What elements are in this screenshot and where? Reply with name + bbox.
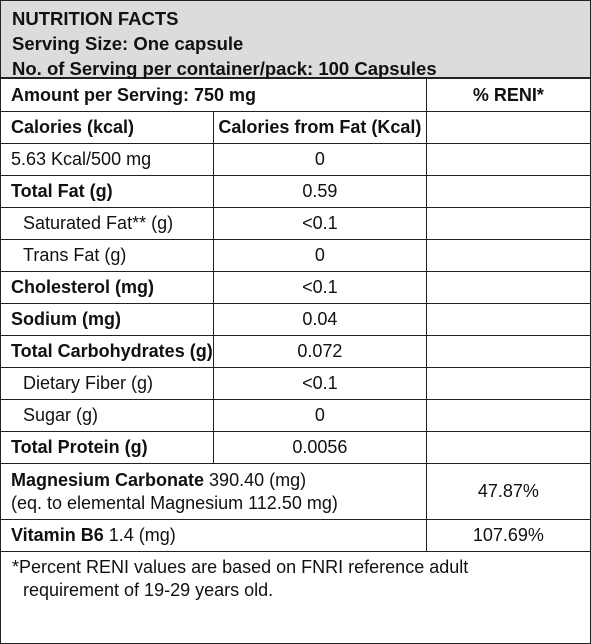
reni-header: % RENI* [425, 78, 590, 112]
magnesium-row: Magnesium Carbonate 390.40 (mg) (eq. to … [1, 463, 590, 520]
nutrient-label: Cholesterol (mg) [1, 271, 215, 304]
nutrient-value: 0 [213, 239, 427, 272]
nutrient-label: Total Protein (g) [1, 431, 215, 464]
nutrient-label: 5.63 Kcal/500 mg [1, 143, 215, 176]
table-row: Total Protein (g) 0.0056 [1, 431, 590, 464]
reni-cell [425, 399, 590, 432]
magnesium-cell: Magnesium Carbonate 390.40 (mg) (eq. to … [1, 463, 427, 520]
nutrient-label: Total Fat (g) [1, 175, 215, 208]
nutrient-label: Total Carbohydrates (g) [1, 335, 215, 368]
reni-cell [425, 431, 590, 464]
table-row: Total Carbohydrates (g) 0.072 [1, 335, 590, 368]
serving-size: Serving Size: One capsule [12, 33, 244, 54]
footnote-line-2: requirement of 19-29 years old. [23, 580, 274, 600]
nutrient-label: Sodium (mg) [1, 303, 215, 336]
amount-per-serving: Amount per Serving: 750 mg [1, 78, 427, 112]
nutrient-value: 0.0056 [213, 431, 427, 464]
magnesium-amount: 390.40 (mg) [204, 469, 307, 490]
nutrition-table: Amount per Serving: 750 mg % RENI* Calor… [1, 78, 590, 614]
nutrient-value: <0.1 [213, 207, 427, 240]
reni-cell [425, 271, 590, 304]
nutrient-value: 0.59 [213, 175, 427, 208]
reni-cell [425, 367, 590, 400]
nutrient-value: 0 [213, 143, 427, 176]
vitamin-amount: 1.4 (mg) [103, 525, 176, 545]
nutrient-value: <0.1 [213, 367, 427, 400]
footnote-row: *Percent RENI values are based on FNRI r… [1, 551, 590, 614]
nutrient-value: 0.04 [213, 303, 427, 336]
calories-header-row: Calories (kcal) Calories from Fat (Kcal) [1, 111, 590, 144]
table-row: Saturated Fat** (g) <0.1 [1, 207, 590, 240]
nutrient-label: Dietary Fiber (g) [1, 367, 215, 400]
vitamin-name: Vitamin B6 [11, 525, 104, 545]
table-header-row: Amount per Serving: 750 mg % RENI* [1, 78, 590, 112]
reni-cell [425, 207, 590, 240]
nutrient-value: <0.1 [213, 271, 427, 304]
table-row: Sodium (mg) 0.04 [1, 303, 590, 336]
vitamin-cell: Vitamin B6 1.4 (mg) [1, 519, 427, 552]
calories-fat-label: Calories from Fat (Kcal) [213, 111, 427, 144]
nutrient-label: Trans Fat (g) [1, 239, 215, 272]
reni-cell [425, 303, 590, 336]
nutrient-label: Saturated Fat** (g) [1, 207, 215, 240]
magnesium-reni: 47.87% [425, 463, 590, 520]
footnote: *Percent RENI values are based on FNRI r… [1, 551, 590, 614]
table-row: Sugar (g) 0 [1, 399, 590, 432]
reni-cell [425, 143, 590, 176]
magnesium-name: Magnesium Carbonate [11, 469, 205, 490]
calories-label: Calories (kcal) [1, 111, 215, 144]
nutrient-value: 0.072 [213, 335, 427, 368]
reni-cell [425, 335, 590, 368]
nutrition-header: NUTRITION FACTS Serving Size: One capsul… [1, 1, 590, 79]
magnesium-equivalent: (eq. to elemental Magnesium 112.50 mg) [11, 492, 338, 513]
table-row: Dietary Fiber (g) <0.1 [1, 367, 590, 400]
table-row: 5.63 Kcal/500 mg 0 [1, 143, 590, 176]
table-row: Total Fat (g) 0.59 [1, 175, 590, 208]
nutrient-label: Sugar (g) [1, 399, 215, 432]
servings-per-container: No. of Serving per container/pack: 100 C… [12, 58, 437, 79]
table-row: Trans Fat (g) 0 [1, 239, 590, 272]
reni-cell [425, 175, 590, 208]
footnote-line-1: *Percent RENI values are based on FNRI r… [12, 557, 469, 577]
reni-cell [425, 111, 590, 144]
table-row: Cholesterol (mg) <0.1 [1, 271, 590, 304]
reni-cell [425, 239, 590, 272]
nutrition-title: NUTRITION FACTS [12, 8, 179, 29]
vitamin-reni: 107.69% [425, 519, 590, 552]
vitamin-row: Vitamin B6 1.4 (mg) 107.69% [1, 519, 590, 552]
nutrient-value: 0 [213, 399, 427, 432]
